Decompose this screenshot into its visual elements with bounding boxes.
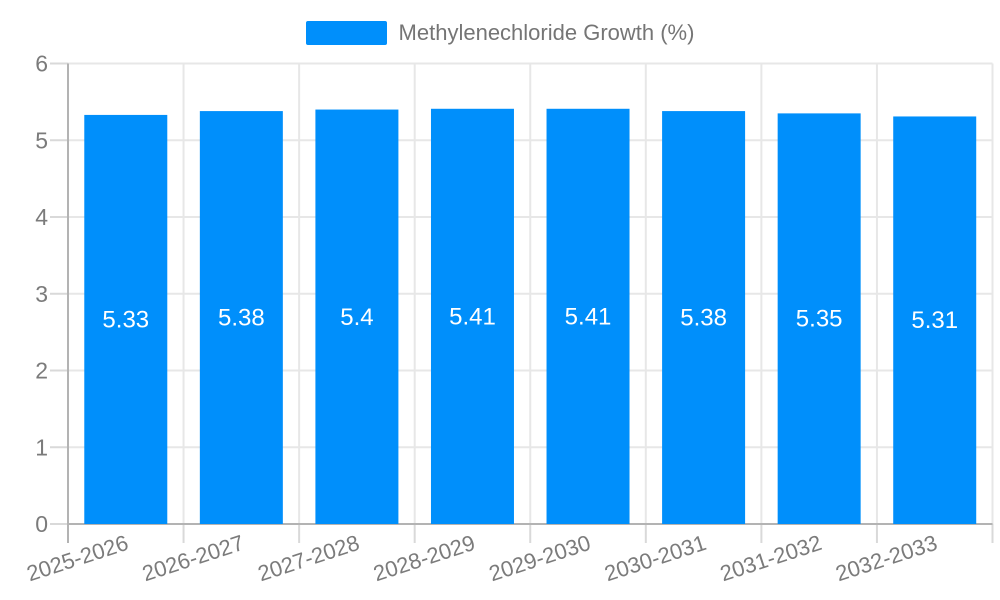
bar-value-label: 5.35 — [796, 306, 843, 333]
x-axis-label: 2025-2026 — [24, 530, 132, 586]
bar[interactable] — [546, 108, 630, 524]
y-axis-label: 1 — [35, 434, 48, 460]
bar-value-label: 5.38 — [680, 305, 727, 332]
bar-value-label: 5.41 — [565, 303, 612, 330]
y-axis-label: 3 — [35, 281, 48, 307]
y-axis-label: 0 — [35, 511, 48, 537]
x-axis-label: 2031-2032 — [717, 530, 825, 586]
bar-value-label: 5.31 — [911, 307, 958, 334]
x-axis-label: 2030-2031 — [601, 530, 709, 586]
legend-swatch — [305, 21, 387, 45]
bar-value-label: 5.33 — [102, 306, 149, 333]
x-axis-label: 2027-2028 — [255, 530, 363, 586]
bar[interactable] — [84, 114, 168, 525]
x-axis-label: 2026-2027 — [139, 530, 247, 586]
bar[interactable] — [893, 116, 977, 525]
bar[interactable] — [315, 109, 399, 525]
y-axis-label: 4 — [35, 204, 48, 230]
x-axis-label: 2029-2030 — [486, 530, 594, 586]
bar[interactable] — [430, 108, 514, 524]
y-axis-label: 5 — [35, 127, 48, 153]
bar[interactable] — [777, 113, 861, 524]
bar-value-label: 5.38 — [218, 305, 265, 332]
legend[interactable]: Methylenechloride Growth (%) — [0, 20, 1000, 46]
y-axis-label: 6 — [35, 51, 48, 77]
bar[interactable] — [199, 111, 283, 525]
bar[interactable] — [662, 111, 746, 525]
y-axis-label: 2 — [35, 358, 48, 384]
x-axis-label: 2028-2029 — [370, 530, 478, 586]
x-axis-label: 2032-2033 — [832, 530, 940, 586]
bar-value-label: 5.4 — [340, 304, 373, 331]
legend-label: Methylenechloride Growth (%) — [398, 20, 695, 45]
bar-value-label: 5.41 — [449, 303, 496, 330]
